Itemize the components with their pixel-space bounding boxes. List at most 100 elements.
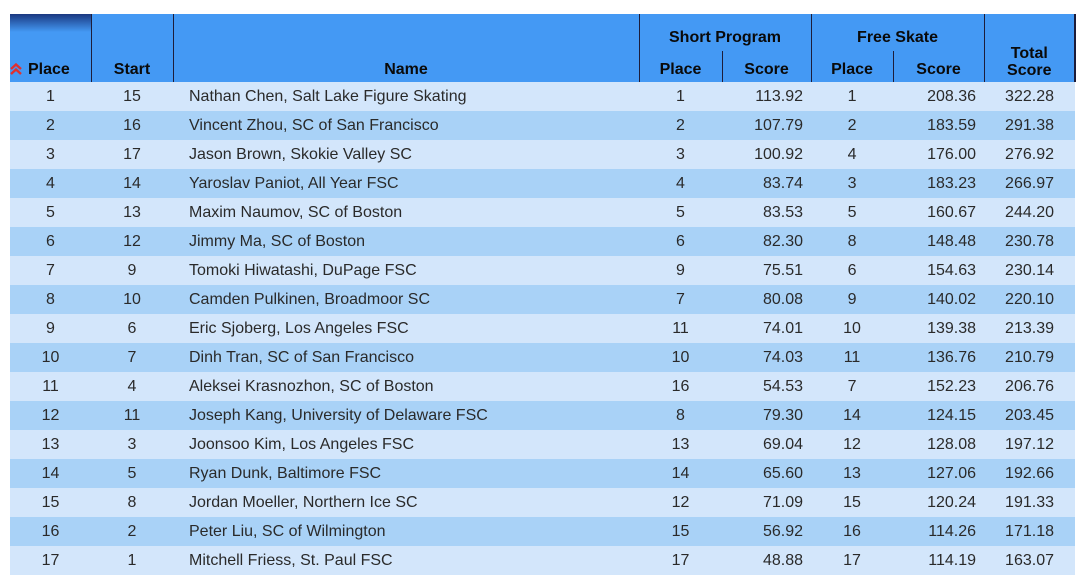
cell-total-score: 191.33: [984, 488, 1076, 517]
cell-fs-place: 6: [811, 256, 894, 285]
cell-total-score: 203.45: [984, 401, 1076, 430]
cell-fs-place: 15: [811, 488, 894, 517]
cell-name: Maxim Naumov, SC of Boston: [173, 198, 639, 227]
table-row: 14 5 Ryan Dunk, Baltimore FSC 14 65.60 1…: [10, 459, 1076, 488]
cell-start: 17: [91, 140, 173, 169]
cell-name: Peter Liu, SC of Wilmington: [173, 517, 639, 546]
cell-total-score: 171.18: [984, 517, 1076, 546]
cell-sp-score: 54.53: [722, 372, 812, 401]
cell-place: 6: [10, 227, 91, 256]
cell-fs-score: 120.24: [893, 488, 985, 517]
cell-fs-score: 114.19: [893, 546, 985, 575]
cell-total-score: 210.79: [984, 343, 1076, 372]
column-header-start[interactable]: Start: [91, 14, 174, 82]
cell-fs-place: 8: [811, 227, 894, 256]
cell-total-score: 213.39: [984, 314, 1076, 343]
cell-start: 16: [91, 111, 173, 140]
table-row: 3 17 Jason Brown, Skokie Valley SC 3 100…: [10, 140, 1076, 169]
cell-sp-score: 107.79: [722, 111, 812, 140]
cell-sp-place: 15: [639, 517, 722, 546]
cell-total-score: 291.38: [984, 111, 1076, 140]
cell-fs-score: 154.63: [893, 256, 985, 285]
cell-place: 3: [10, 140, 91, 169]
column-header-fs-place[interactable]: Place: [811, 51, 894, 82]
cell-place: 17: [10, 546, 91, 575]
cell-place: 5: [10, 198, 91, 227]
column-group-free-skate: Free Skate: [811, 14, 985, 51]
table-row: 12 11 Joseph Kang, University of Delawar…: [10, 401, 1076, 430]
column-header-total-score[interactable]: Total Score: [984, 14, 1077, 82]
cell-fs-score: 148.48: [893, 227, 985, 256]
column-header-fs-score[interactable]: Score: [893, 51, 985, 82]
cell-start: 2: [91, 517, 173, 546]
column-header-name[interactable]: Name: [173, 14, 640, 82]
cell-total-score: 244.20: [984, 198, 1076, 227]
cell-fs-score: 152.23: [893, 372, 985, 401]
cell-place: 16: [10, 517, 91, 546]
cell-name: Joonsoo Kim, Los Angeles FSC: [173, 430, 639, 459]
cell-total-score: 220.10: [984, 285, 1076, 314]
cell-sp-score: 69.04: [722, 430, 812, 459]
cell-fs-place: 4: [811, 140, 894, 169]
cell-name: Jimmy Ma, SC of Boston: [173, 227, 639, 256]
column-header-place[interactable]: Place: [10, 14, 92, 82]
cell-start: 12: [91, 227, 173, 256]
table-row: 6 12 Jimmy Ma, SC of Boston 6 82.30 8 14…: [10, 227, 1076, 256]
cell-sp-score: 56.92: [722, 517, 812, 546]
table-row: 11 4 Aleksei Krasnozhon, SC of Boston 16…: [10, 372, 1076, 401]
cell-total-score: 206.76: [984, 372, 1076, 401]
cell-name: Joseph Kang, University of Delaware FSC: [173, 401, 639, 430]
cell-sp-place: 7: [639, 285, 722, 314]
cell-total-score: 192.66: [984, 459, 1076, 488]
cell-place: 15: [10, 488, 91, 517]
cell-fs-place: 10: [811, 314, 894, 343]
cell-name: Jordan Moeller, Northern Ice SC: [173, 488, 639, 517]
cell-start: 10: [91, 285, 173, 314]
cell-sp-place: 12: [639, 488, 722, 517]
cell-fs-score: 140.02: [893, 285, 985, 314]
cell-fs-score: 160.67: [893, 198, 985, 227]
cell-name: Tomoki Hiwatashi, DuPage FSC: [173, 256, 639, 285]
cell-fs-place: 1: [811, 82, 894, 111]
cell-total-score: 230.78: [984, 227, 1076, 256]
table-body: 1 15 Nathan Chen, Salt Lake Figure Skati…: [10, 82, 1076, 575]
cell-start: 15: [91, 82, 173, 111]
cell-name: Jason Brown, Skokie Valley SC: [173, 140, 639, 169]
cell-start: 5: [91, 459, 173, 488]
total-score-line2: Score: [1007, 62, 1052, 79]
cell-start: 13: [91, 198, 173, 227]
column-header-place-label: Place: [28, 61, 70, 78]
cell-total-score: 163.07: [984, 546, 1076, 575]
cell-sp-place: 13: [639, 430, 722, 459]
cell-place: 1: [10, 82, 91, 111]
cell-sp-place: 6: [639, 227, 722, 256]
cell-sp-place: 17: [639, 546, 722, 575]
cell-fs-place: 17: [811, 546, 894, 575]
column-group-short-program: Short Program: [639, 14, 812, 51]
column-header-sp-score[interactable]: Score: [722, 51, 812, 82]
cell-fs-place: 16: [811, 517, 894, 546]
cell-fs-score: 128.08: [893, 430, 985, 459]
cell-place: 10: [10, 343, 91, 372]
cell-sp-score: 79.30: [722, 401, 812, 430]
cell-total-score: 322.28: [984, 82, 1076, 111]
table-row: 4 14 Yaroslav Paniot, All Year FSC 4 83.…: [10, 169, 1076, 198]
cell-fs-place: 2: [811, 111, 894, 140]
table-row: 2 16 Vincent Zhou, SC of San Francisco 2…: [10, 111, 1076, 140]
table-row: 7 9 Tomoki Hiwatashi, DuPage FSC 9 75.51…: [10, 256, 1076, 285]
cell-total-score: 276.92: [984, 140, 1076, 169]
cell-place: 8: [10, 285, 91, 314]
cell-start: 11: [91, 401, 173, 430]
cell-total-score: 230.14: [984, 256, 1076, 285]
cell-fs-place: 13: [811, 459, 894, 488]
cell-sp-place: 11: [639, 314, 722, 343]
cell-start: 14: [91, 169, 173, 198]
cell-fs-score: 114.26: [893, 517, 985, 546]
cell-fs-place: 12: [811, 430, 894, 459]
cell-name: Mitchell Friess, St. Paul FSC: [173, 546, 639, 575]
cell-sp-place: 10: [639, 343, 722, 372]
cell-start: 6: [91, 314, 173, 343]
results-table-container: Place Start Name Short Program Free Skat…: [10, 14, 1077, 575]
cell-sp-score: 74.03: [722, 343, 812, 372]
column-header-sp-place[interactable]: Place: [639, 51, 723, 82]
